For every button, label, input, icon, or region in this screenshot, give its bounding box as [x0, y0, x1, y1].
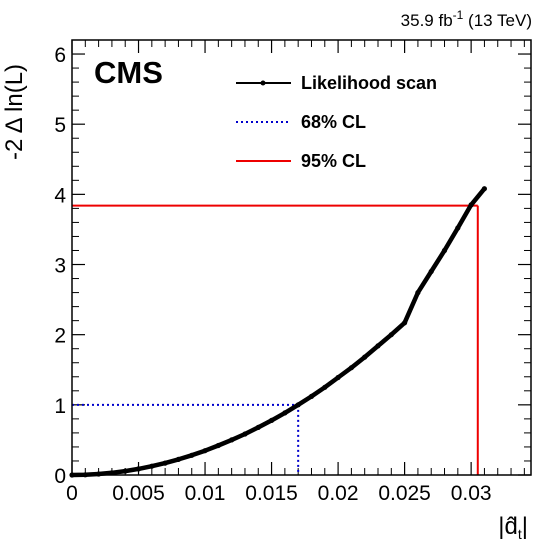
data-point [481, 186, 487, 192]
x-tick-label: 0 [66, 482, 78, 505]
y-tick-label: 6 [54, 44, 66, 67]
data-point [202, 448, 208, 454]
data-point [468, 202, 474, 208]
data-point [162, 460, 168, 466]
data-point [96, 471, 102, 477]
data-point [415, 290, 421, 296]
legend-label-likelihood: Likelihood scan [301, 73, 437, 93]
legend-label-68cl: 68% CL [301, 112, 366, 132]
likelihood-curve [69, 186, 487, 478]
data-point [322, 384, 328, 390]
reference-lines [72, 204, 479, 475]
legend-label-95cl: 95% CL [301, 151, 366, 171]
data-point [175, 456, 181, 462]
axis-ticks: 0 0.005 0.01 0.015 0.02 0.025 0.03 0 1 2 3 4 5 6 [54, 40, 531, 505]
x-tick-label: 0.005 [112, 482, 165, 505]
data-point [402, 320, 408, 326]
lumi-label: 35.9 fb-1 (13 TeV) [401, 8, 532, 30]
data-point [269, 417, 275, 423]
legend-marker-likelihood [260, 80, 266, 86]
experiment-label: CMS [94, 55, 163, 90]
data-point [242, 431, 248, 437]
data-point [282, 410, 288, 416]
data-point [308, 393, 315, 399]
data-point [455, 225, 461, 231]
data-point [215, 442, 221, 449]
data-point [335, 374, 341, 381]
data-point [388, 332, 394, 338]
y-tick-label: 4 [54, 184, 66, 207]
plot-frame [71, 39, 532, 476]
data-point [189, 452, 195, 458]
data-point [229, 437, 235, 443]
y-tick-label: 3 [54, 255, 66, 278]
likelihood-curve-line [71, 187, 487, 478]
y-tick-label: 0 [54, 465, 66, 488]
data-point [348, 365, 354, 371]
data-point [295, 402, 301, 408]
legend: Likelihood scan 68% CL 95% CL [236, 73, 437, 171]
data-point [441, 247, 448, 254]
data-point [362, 354, 368, 360]
x-tick-label: 0.015 [245, 482, 298, 505]
data-point [149, 463, 155, 469]
y-tick-label: 1 [54, 395, 66, 418]
data-point [375, 343, 381, 349]
x-tick-label: 0.01 [185, 482, 226, 505]
y-tick-label: 5 [54, 114, 66, 137]
data-point [109, 470, 115, 476]
data-point [135, 466, 142, 472]
x-tick-label: 0.02 [318, 482, 359, 505]
x-tick-label: 0.03 [451, 482, 492, 505]
data-point [255, 424, 261, 430]
y-axis-title: -2 Δ ln(L) [1, 64, 28, 160]
data-point [428, 268, 434, 275]
data-point [122, 468, 128, 474]
x-axis-title: |d̂t| [498, 513, 528, 541]
x-tick-label: 0.025 [378, 482, 431, 505]
y-tick-label: 2 [54, 325, 66, 348]
